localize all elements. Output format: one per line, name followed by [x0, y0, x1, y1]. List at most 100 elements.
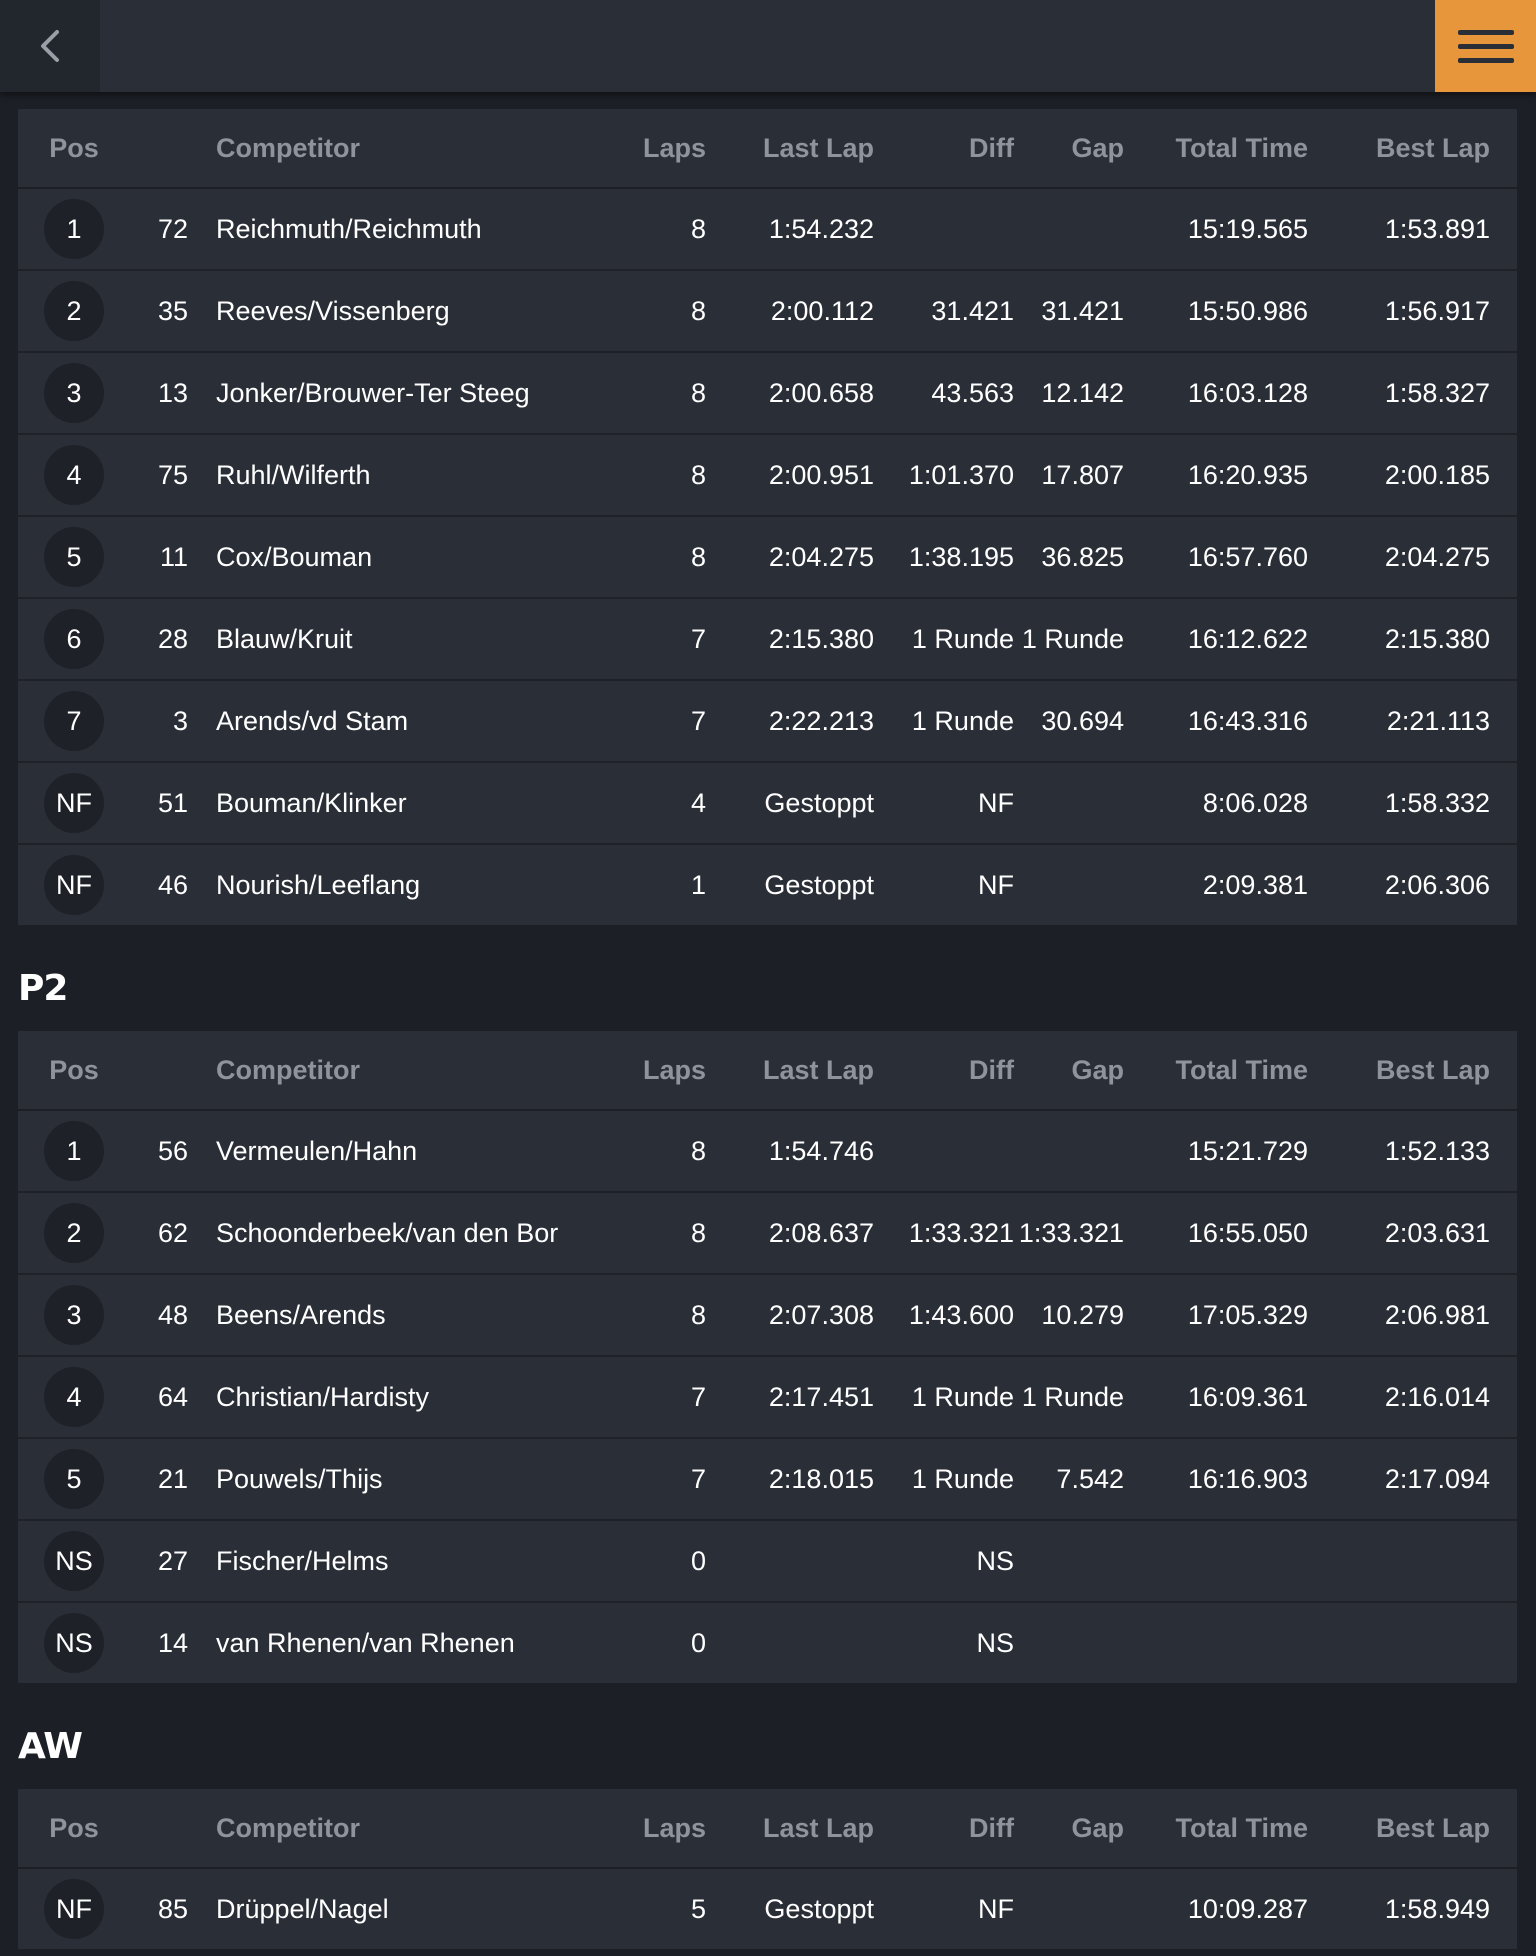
col-header-total-time[interactable]: Total Time — [1124, 1789, 1308, 1869]
table-row[interactable]: 2 62 Schoonderbeek/van den Bor 8 2:08.637 1:3… — [18, 1192, 1517, 1275]
position-badge: NF — [44, 855, 104, 915]
cell-competitor: Bouman/Klinker — [188, 762, 556, 845]
header-row: Pos Competitor Laps Last Lap Diff Gap To… — [18, 1789, 1517, 1869]
cell-gap: 12.142 — [1014, 352, 1124, 435]
table-row[interactable]: 7 3 Arends/vd Stam 7 2:22.213 1 Runde 30.694 16… — [18, 680, 1517, 763]
col-header-competitor[interactable]: Competitor — [188, 1031, 556, 1111]
cell-gap — [1014, 188, 1124, 271]
col-header-best-lap[interactable]: Best Lap — [1308, 1031, 1490, 1111]
col-header-best-lap[interactable]: Best Lap — [1308, 1789, 1490, 1869]
cell-best-lap: 2:16.014 — [1308, 1356, 1490, 1439]
cell-laps: 8 — [556, 516, 706, 599]
col-header-laps[interactable]: Laps — [556, 109, 706, 189]
table-row[interactable]: 6 28 Blauw/Kruit 7 2:15.380 1 Runde 1 Runde 16:… — [18, 598, 1517, 681]
cell-competitor: Ruhl/Wilferth — [188, 434, 556, 517]
table-row[interactable]: 1 72 Reichmuth/Reichmuth 8 1:54.232 15:19.565… — [18, 188, 1517, 271]
position-badge: 2 — [44, 1203, 104, 1263]
cell-laps: 0 — [556, 1520, 706, 1603]
cell-best-lap: 2:21.113 — [1308, 680, 1490, 763]
cell-pos: 5 — [18, 516, 130, 599]
cell-last-lap: Gestoppt — [706, 762, 874, 845]
position-badge: NS — [44, 1531, 104, 1591]
table-row[interactable]: 5 21 Pouwels/Thijs 7 2:18.015 1 Runde 7.542 16:… — [18, 1438, 1517, 1521]
cell-padding — [1490, 1274, 1517, 1357]
cell-padding — [1490, 1868, 1517, 1949]
table-row[interactable]: NF 46 Nourish/Leeflang 1 Gestoppt NF 2:09.381 2… — [18, 844, 1517, 925]
cell-diff: 1 Runde — [874, 680, 1014, 763]
col-header-competitor[interactable]: Competitor — [188, 1789, 556, 1869]
cell-start-number: 75 — [130, 434, 188, 517]
col-header-laps[interactable]: Laps — [556, 1789, 706, 1869]
results-table: Pos Competitor Laps Last Lap Diff Gap To… — [18, 1031, 1517, 1683]
cell-diff: NF — [978, 1893, 1014, 1924]
col-header-pos[interactable]: Pos — [18, 1031, 130, 1111]
col-header-gap[interactable]: Gap — [1014, 1031, 1124, 1111]
table-row[interactable]: 3 13 Jonker/Brouwer-Ter Steeg 8 2:00.658 43.5… — [18, 352, 1517, 435]
col-header-last-lap[interactable]: Last Lap — [706, 109, 874, 189]
table-row[interactable]: 5 11 Cox/Bouman 8 2:04.275 1:38.195 36.825 16:5… — [18, 516, 1517, 599]
table-row[interactable]: 4 75 Ruhl/Wilferth 8 2:00.951 1:01.370 17.807 1… — [18, 434, 1517, 517]
table-row[interactable]: NS 27 Fischer/Helms 0 NS — [18, 1520, 1517, 1603]
table-row[interactable]: 1 56 Vermeulen/Hahn 8 1:54.746 15:21.729 1:52.… — [18, 1110, 1517, 1193]
cell-total-time: 15:19.565 — [1124, 188, 1308, 271]
table-row[interactable]: 4 64 Christian/Hardisty 7 2:17.451 1 Runde 1 R… — [18, 1356, 1517, 1439]
col-header-last-lap[interactable]: Last Lap — [706, 1789, 874, 1869]
position-badge: 3 — [44, 1285, 104, 1345]
table-row[interactable]: 3 48 Beens/Arends 8 2:07.308 1:43.600 10.279 17… — [18, 1274, 1517, 1357]
cell-start-number: 35 — [130, 270, 188, 353]
cell-total-time: 16:43.316 — [1124, 680, 1308, 763]
menu-button[interactable] — [1435, 0, 1536, 92]
col-header-diff[interactable]: Diff — [874, 1031, 1014, 1111]
cell-last-lap: 2:00.951 — [706, 434, 874, 517]
col-header-diff[interactable]: Diff — [874, 109, 1014, 189]
cell-total-time — [1124, 1602, 1308, 1683]
cell-pos: 3 — [18, 1274, 130, 1357]
cell-total-time — [1124, 1520, 1308, 1603]
table-row[interactable]: NS 14 van Rhenen/van Rhenen 0 NS — [18, 1602, 1517, 1683]
col-header-laps[interactable]: Laps — [556, 1031, 706, 1111]
cell-total-time: 2:09.381 — [1202, 869, 1308, 900]
table-row[interactable]: 2 35 Reeves/Vissenberg 8 2:00.112 31.421 31.42… — [18, 270, 1517, 353]
cell-best-lap — [1308, 1602, 1490, 1683]
col-header-best-lap[interactable]: Best Lap — [1308, 109, 1490, 189]
col-header-gap[interactable]: Gap — [1014, 109, 1124, 189]
col-header-last-lap[interactable]: Last Lap — [706, 1031, 874, 1111]
position-badge: 5 — [44, 527, 104, 587]
cell-competitor: Reichmuth/Reichmuth — [188, 188, 556, 271]
cell-gap: 36.825 — [1014, 516, 1124, 599]
cell-start-number: 48 — [130, 1274, 188, 1357]
header-row: Pos Competitor Laps Last Lap Diff Gap To… — [18, 1031, 1517, 1111]
chevron-left-icon — [41, 30, 59, 62]
table-row[interactable]: NF 51 Bouman/Klinker 4 Gestoppt NF 8:06.028 1:5… — [18, 762, 1517, 845]
cell-gap — [1014, 1868, 1124, 1949]
cell-competitor: Christian/Hardisty — [188, 1356, 556, 1439]
col-header-pos[interactable]: Pos — [18, 109, 130, 189]
cell-competitor: Pouwels/Thijs — [188, 1438, 556, 1521]
cell-best-lap: 2:15.380 — [1308, 598, 1490, 681]
cell-pos: 6 — [18, 598, 130, 681]
cell-total-time: 15:21.729 — [1124, 1110, 1308, 1193]
cell-laps: 8 — [556, 1110, 706, 1193]
cell-competitor: Nourish/Leeflang — [216, 869, 421, 900]
cell-start-number: 51 — [130, 762, 188, 845]
position-badge: 7 — [44, 691, 104, 751]
cell-gap: 31.421 — [1014, 270, 1124, 353]
cell-gap: 30.694 — [1014, 680, 1124, 763]
cell-best-lap: 1:52.133 — [1308, 1110, 1490, 1193]
col-header-total-time[interactable]: Total Time — [1124, 109, 1308, 189]
cell-last-lap: 2:17.451 — [706, 1356, 874, 1439]
col-header-pos[interactable]: Pos — [18, 1789, 130, 1869]
results-panel-class-1: Pos Competitor Laps Last Lap Diff Gap To… — [18, 109, 1517, 925]
col-header-gap[interactable]: Gap — [1014, 1789, 1124, 1869]
cell-start-number: 64 — [130, 1356, 188, 1439]
back-button[interactable] — [0, 0, 100, 92]
cell-padding — [1490, 844, 1517, 925]
cell-last-lap: 2:18.015 — [706, 1438, 874, 1521]
col-header-competitor[interactable]: Competitor — [188, 109, 556, 189]
cell-gap — [1014, 1602, 1124, 1683]
col-header-diff[interactable]: Diff — [874, 1789, 1014, 1869]
results-panel-p2: Pos Competitor Laps Last Lap Diff Gap To… — [18, 1031, 1517, 1683]
cell-laps: 4 — [556, 762, 706, 845]
table-row[interactable]: NF 85 Drüppel/Nagel 5 Gestoppt NF 10:09.287 1:5… — [18, 1868, 1517, 1949]
col-header-total-time[interactable]: Total Time — [1124, 1031, 1308, 1111]
